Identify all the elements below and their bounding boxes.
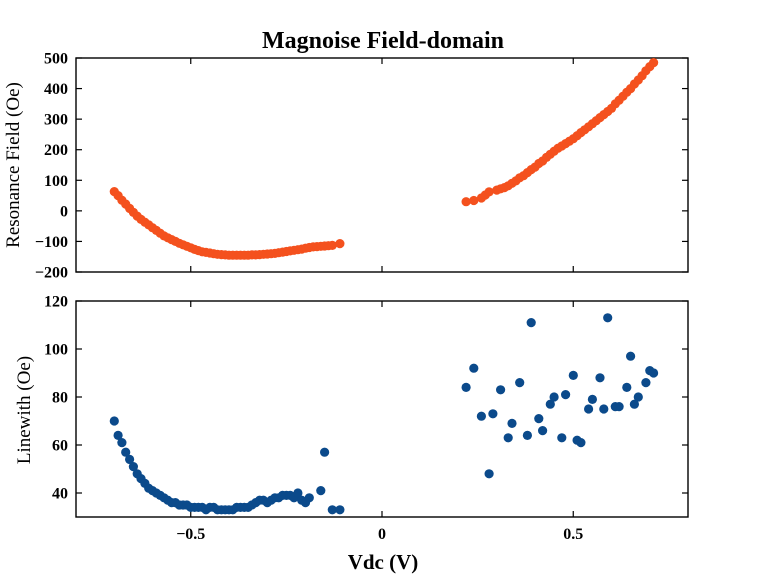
- top-y-tick-label: 100: [44, 173, 68, 190]
- bottom-data-point: [113, 430, 123, 440]
- top-data-point: [469, 195, 479, 206]
- bottom-data-point: [304, 493, 314, 503]
- bottom-data-point: [125, 454, 135, 464]
- bottom-data-point: [538, 426, 548, 436]
- bottom-data-point: [515, 378, 525, 388]
- bottom-y-tick-label: 100: [44, 342, 68, 359]
- resonance-field-panel: −200 −100 0 100 200 300 400 500 Resonance Field…: [3, 51, 689, 282]
- bottom-y-axis-label: Linewith (Oe): [14, 356, 35, 464]
- bottom-data-point: [614, 402, 624, 412]
- bottom-x-tick-label: −0.5: [176, 526, 205, 543]
- bottom-data-point: [576, 438, 586, 448]
- bottom-data-point: [526, 318, 536, 328]
- top-data-point: [649, 58, 659, 68]
- bottom-data-point: [534, 414, 544, 424]
- bottom-data-point: [595, 373, 605, 383]
- bottom-data-point: [121, 447, 131, 457]
- chart-title: Magnoise Field-domain: [262, 28, 504, 54]
- top-y-tick-label: 400: [44, 81, 68, 98]
- bottom-axis-ticks: −0.5 0 0.5 40 60 80 100 120: [44, 294, 688, 543]
- bottom-y-tick-label: 60: [52, 438, 68, 455]
- bottom-data-point: [629, 399, 640, 409]
- top-data-point: [327, 240, 337, 250]
- bottom-data-point: [507, 418, 517, 428]
- bottom-y-tick-label: 120: [44, 294, 68, 311]
- top-data-point: [484, 187, 494, 197]
- bottom-data-point: [545, 399, 555, 409]
- bottom-data-point: [293, 488, 303, 498]
- top-y-tick-label: 500: [44, 51, 68, 68]
- bottom-data-point: [117, 438, 127, 448]
- bottom-y-tick-label: 80: [52, 390, 68, 407]
- bottom-data-point: [109, 416, 119, 426]
- bottom-data-point: [522, 430, 533, 440]
- bottom-data-point: [568, 370, 578, 380]
- linewidth-panel: −0.5 0 0.5 40 60 80 100 120 Linewith (Oe): [14, 294, 689, 543]
- bottom-data-point: [476, 411, 486, 421]
- bottom-data-point: [622, 382, 632, 392]
- bottom-data-point: [626, 351, 636, 361]
- bottom-data-point: [641, 378, 651, 388]
- bottom-x-tick-label: 0: [378, 526, 386, 543]
- bottom-data-point: [557, 433, 567, 443]
- bottom-data-point: [603, 313, 613, 323]
- bottom-data-point: [327, 505, 337, 515]
- bottom-data-point: [335, 505, 345, 515]
- bottom-data-point: [584, 404, 594, 414]
- bottom-data-point: [461, 382, 471, 392]
- top-y-tick-label: 200: [44, 142, 68, 159]
- top-y-tick-label: −200: [35, 265, 68, 282]
- bottom-data-point: [587, 394, 598, 404]
- bottom-data-point: [561, 390, 571, 400]
- top-y-tick-label: 0: [60, 203, 68, 220]
- bottom-data-point: [128, 462, 138, 472]
- bottom-data-point: [599, 404, 609, 414]
- top-axis-ticks: −200 −100 0 100 200 300 400 500: [35, 51, 688, 282]
- top-data-point: [335, 239, 345, 249]
- bottom-data-point: [649, 368, 659, 378]
- bottom-data-point: [469, 363, 479, 373]
- bottom-data-point: [316, 486, 326, 496]
- bottom-data-point: [320, 447, 330, 457]
- top-y-axis-label: Resonance Field (Oe): [3, 82, 24, 248]
- bottom-data-point: [633, 392, 643, 402]
- bottom-axes-frame: [75, 300, 689, 518]
- top-data-points: [109, 58, 659, 260]
- bottom-data-point: [488, 409, 498, 419]
- bottom-data-point: [503, 433, 513, 443]
- bottom-data-point: [496, 385, 506, 395]
- bottom-data-point: [484, 469, 494, 479]
- bottom-data-points: [109, 313, 659, 515]
- bottom-y-tick-label: 40: [52, 486, 68, 503]
- bottom-x-tick-label: 0.5: [563, 526, 583, 543]
- bottom-data-point: [549, 392, 559, 402]
- x-axis-label: Vdc (V): [348, 550, 419, 574]
- top-data-point: [461, 197, 471, 207]
- top-y-tick-label: 300: [44, 112, 68, 129]
- top-y-tick-label: −100: [35, 234, 68, 251]
